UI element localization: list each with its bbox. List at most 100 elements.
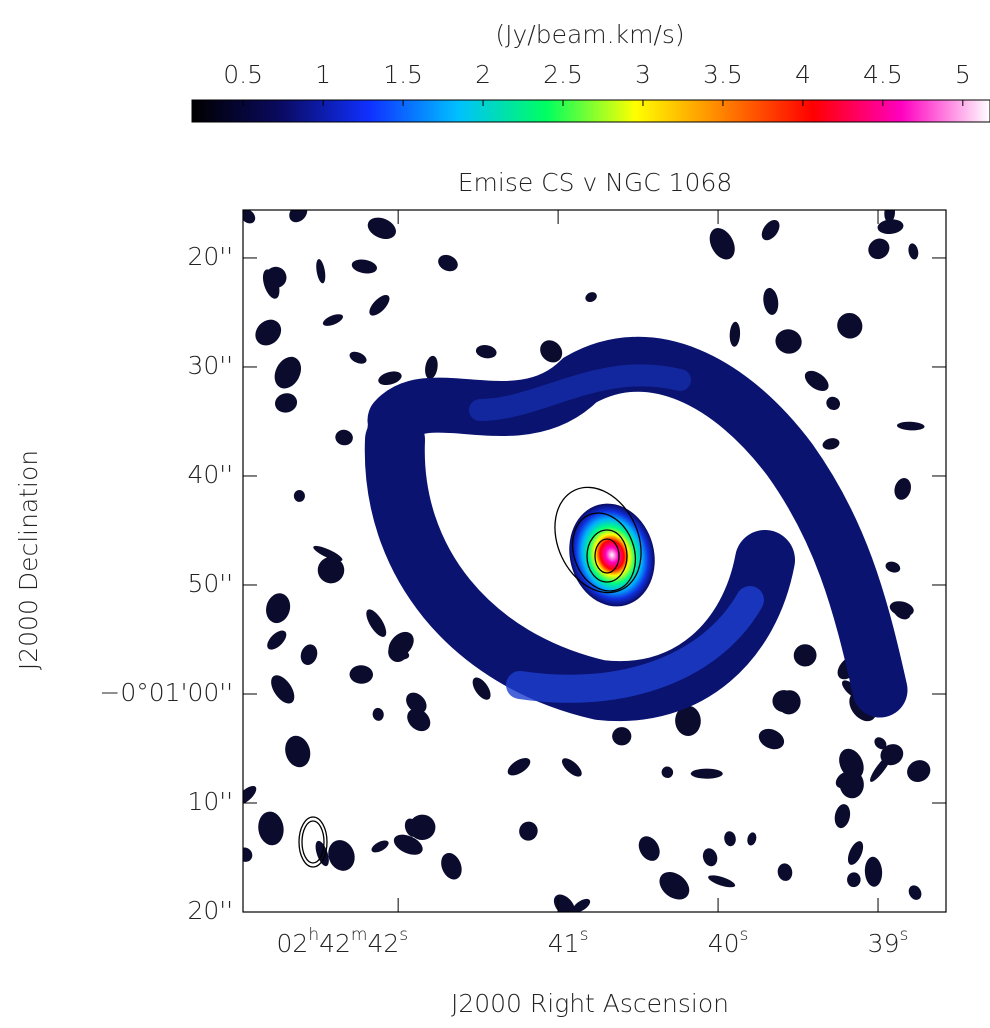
colorbar-tick-label: 0.5 <box>223 60 263 89</box>
noise-blob <box>393 834 423 855</box>
noise-blob <box>847 872 861 888</box>
noise-blob <box>907 760 931 782</box>
noise-blob <box>255 319 282 346</box>
noise-blob <box>388 641 408 663</box>
noise-blob <box>289 210 308 223</box>
y-tick-label: 50'' <box>187 569 233 598</box>
y-tick-label: 20'' <box>187 242 233 271</box>
noise-blob <box>847 841 864 865</box>
noise-blob <box>908 243 919 260</box>
x-tick-label: 39s <box>868 925 909 958</box>
noise-blob <box>366 609 387 637</box>
y-axis-label: J2000 Declination <box>14 450 43 670</box>
noise-blob <box>335 429 353 446</box>
noise-blob <box>761 220 780 241</box>
noise-blob <box>243 847 253 862</box>
colorbar <box>191 99 990 123</box>
noise-blob <box>561 758 582 777</box>
x-tick-label: 40s <box>708 925 749 958</box>
noise-blob <box>709 228 735 260</box>
noise-blob <box>262 269 280 299</box>
y-tick-label: 40'' <box>187 460 233 489</box>
noise-blob <box>758 728 785 750</box>
noise-blob <box>837 312 863 339</box>
noise-blob <box>243 210 256 224</box>
noise-blob <box>839 770 864 799</box>
map <box>243 210 946 912</box>
noise-blob <box>747 832 757 846</box>
noise-blob <box>868 238 890 260</box>
colorbar-tick-label: 3 <box>635 60 651 89</box>
noise-blob <box>884 210 895 223</box>
noise-blob <box>870 754 892 782</box>
noise-blob <box>438 254 458 272</box>
noise-blob <box>724 831 736 847</box>
y-tick-label: 30'' <box>187 351 233 380</box>
y-tick-label: −0°01'00'' <box>99 678 233 707</box>
noise-blob <box>441 852 462 880</box>
colorbar-label: (Jy/beam.km/s) <box>495 20 684 49</box>
noise-blob <box>793 644 817 667</box>
noise-blob <box>258 811 284 846</box>
noise-blob <box>267 630 287 650</box>
x-tick-label: 41s <box>548 925 589 958</box>
noise-blob <box>659 871 690 900</box>
noise-blob <box>328 840 355 871</box>
colorbar-tick-label: 5 <box>955 60 971 89</box>
colorbar-tick-label: 4 <box>795 60 811 89</box>
noise-blob <box>638 836 660 861</box>
colorbar-tick-label: 1.5 <box>383 60 423 89</box>
chart-title: Emise CS v NGC 1068 <box>458 168 733 197</box>
noise-blob <box>409 814 436 841</box>
noise-blob <box>894 478 911 500</box>
noise-blob <box>661 766 674 779</box>
y-tick-label: 10'' <box>187 787 233 816</box>
noise-blob <box>313 545 343 562</box>
noise-blob <box>690 768 723 779</box>
noise-blob <box>675 705 701 736</box>
noise-blob <box>472 677 491 700</box>
noise-blob <box>908 885 922 900</box>
noise-blob <box>407 708 431 732</box>
noise-blob <box>372 707 384 721</box>
noise-blob <box>367 217 396 239</box>
noise-blob <box>864 856 883 887</box>
noise-blob <box>351 259 377 274</box>
noise-blob <box>834 804 851 829</box>
noise-blob <box>349 351 367 364</box>
noise-blob <box>775 329 802 354</box>
noise-blob <box>285 735 311 768</box>
noise-blob <box>425 355 438 380</box>
noise-blob <box>777 863 793 881</box>
noise-blob <box>540 340 563 363</box>
colorbar-tick-label: 3.5 <box>703 60 743 89</box>
noise-blob <box>349 665 374 684</box>
noise-blob <box>519 821 538 841</box>
noise-blob <box>702 848 718 867</box>
noise-blob <box>822 438 840 450</box>
noise-blob <box>243 785 257 805</box>
noise-blob <box>585 292 597 303</box>
noise-blob <box>874 737 887 750</box>
x-tick-label: 02h42m42s <box>277 925 409 958</box>
colorbar-tick-label: 1 <box>315 60 331 89</box>
noise-blob <box>777 690 801 715</box>
colorbar-tick-label: 2.5 <box>543 60 583 89</box>
noise-blob <box>896 421 925 431</box>
noise-blob <box>763 287 779 315</box>
colorbar-tick-label: 2 <box>475 60 491 89</box>
noise-blob <box>729 321 741 347</box>
noise-blob <box>274 356 302 389</box>
noise-blob <box>293 490 305 502</box>
noise-blob <box>877 219 904 234</box>
noise-blob <box>275 393 298 413</box>
noise-blob <box>826 396 841 411</box>
noise-blob <box>839 748 864 779</box>
x-axis-label: J2000 Right Ascension <box>451 989 729 1018</box>
noise-blob <box>300 644 318 665</box>
noise-blob <box>406 692 427 714</box>
noise-blob <box>316 259 326 284</box>
noise-blob <box>378 371 402 386</box>
noise-blob <box>317 556 345 584</box>
